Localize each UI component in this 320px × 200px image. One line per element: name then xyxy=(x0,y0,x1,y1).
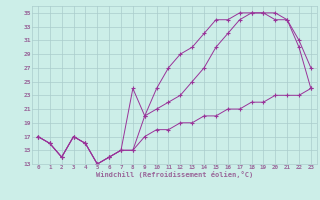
X-axis label: Windchill (Refroidissement éolien,°C): Windchill (Refroidissement éolien,°C) xyxy=(96,171,253,178)
